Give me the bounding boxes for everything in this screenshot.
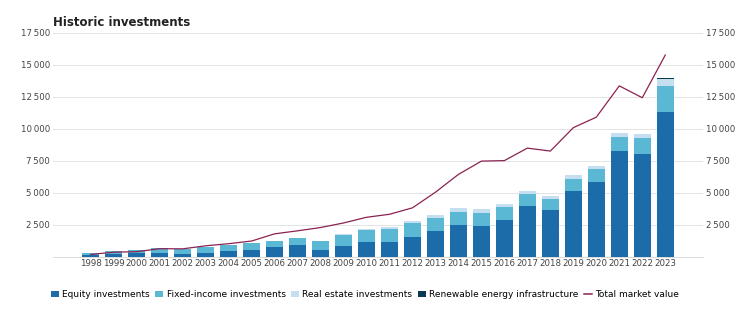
Bar	[220, 245, 237, 251]
Bar	[381, 229, 398, 242]
Bar	[450, 225, 466, 257]
Bar	[634, 138, 651, 154]
Bar	[542, 210, 559, 257]
Bar	[82, 255, 99, 257]
Bar	[519, 194, 536, 206]
Bar	[197, 247, 214, 253]
Bar	[611, 133, 627, 137]
Bar	[358, 229, 375, 230]
Bar	[335, 245, 352, 257]
Bar	[266, 241, 283, 247]
Bar	[197, 253, 214, 257]
Bar	[588, 169, 605, 182]
Bar	[151, 253, 168, 257]
Bar	[335, 234, 352, 235]
Bar	[565, 191, 581, 257]
Legend: Equity investments, Fixed-income investments, Real estate investments, Renewable: Equity investments, Fixed-income investm…	[51, 290, 679, 299]
Bar	[381, 242, 398, 257]
Bar	[519, 206, 536, 257]
Bar	[129, 253, 145, 257]
Bar	[358, 242, 375, 257]
Bar	[542, 196, 559, 199]
Bar	[450, 208, 466, 212]
Bar	[290, 245, 306, 257]
Bar	[175, 248, 191, 254]
Bar	[175, 254, 191, 257]
Bar	[634, 154, 651, 257]
Bar	[542, 199, 559, 210]
Bar	[335, 235, 352, 245]
Bar	[657, 78, 674, 79]
Bar	[496, 204, 513, 207]
Bar	[105, 254, 122, 257]
Bar	[266, 247, 283, 257]
Bar	[634, 134, 651, 138]
Bar	[312, 250, 329, 257]
Bar	[129, 250, 145, 253]
Bar	[565, 179, 581, 191]
Bar	[519, 190, 536, 194]
Bar	[657, 112, 674, 257]
Bar	[358, 230, 375, 242]
Bar	[312, 241, 329, 250]
Bar	[381, 227, 398, 229]
Bar	[473, 213, 490, 226]
Bar	[404, 221, 421, 223]
Bar	[473, 210, 490, 213]
Bar	[588, 166, 605, 169]
Bar	[450, 212, 466, 225]
Bar	[82, 253, 99, 255]
Bar	[611, 151, 627, 257]
Bar	[588, 182, 605, 257]
Bar	[151, 248, 168, 253]
Bar	[496, 207, 513, 219]
Bar	[657, 79, 674, 86]
Bar	[404, 223, 421, 237]
Bar	[611, 137, 627, 151]
Text: Historic investments: Historic investments	[53, 16, 191, 29]
Bar	[473, 226, 490, 257]
Bar	[427, 215, 444, 218]
Bar	[565, 175, 581, 179]
Bar	[427, 231, 444, 257]
Bar	[220, 251, 237, 257]
Bar	[290, 238, 306, 245]
Bar	[105, 251, 122, 254]
Bar	[427, 218, 444, 231]
Bar	[404, 237, 421, 257]
Bar	[496, 219, 513, 257]
Bar	[243, 243, 260, 250]
Bar	[657, 86, 674, 112]
Bar	[243, 250, 260, 257]
